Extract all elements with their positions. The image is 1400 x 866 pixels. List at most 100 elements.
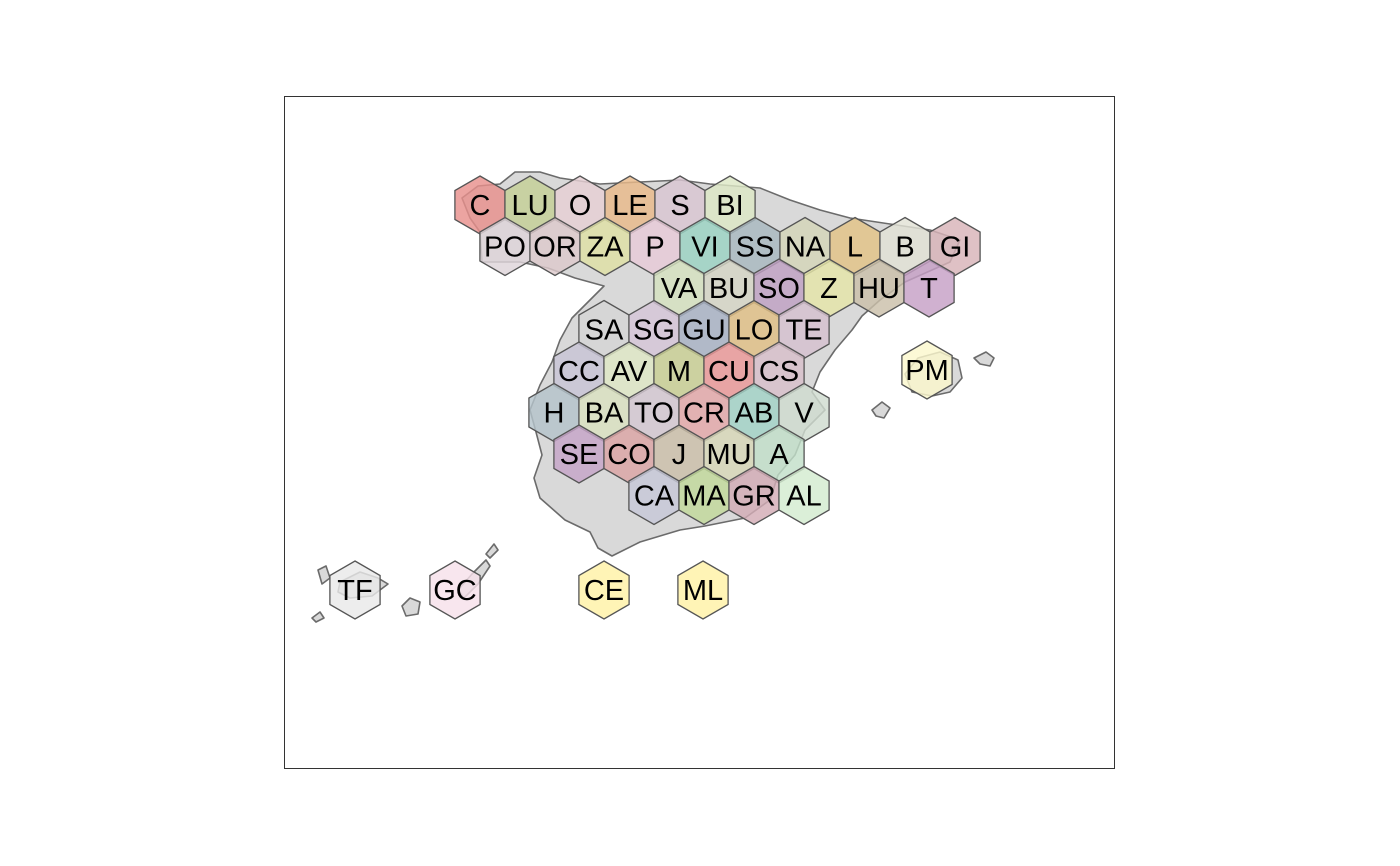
hex-label: CS (759, 356, 799, 388)
hex-cell-tf: TF (329, 560, 381, 620)
hex-label: VA (661, 273, 698, 305)
gran-canaria-shape (401, 597, 421, 617)
hex-cell-za: ZA (579, 216, 631, 277)
hex-cell-bi: BI (704, 175, 756, 235)
hex-cell-po: PO (479, 216, 531, 277)
hex-shape (929, 216, 981, 277)
hex-cell-t: T (903, 258, 955, 318)
hex-label: GR (732, 481, 776, 513)
hex-label: BU (709, 273, 749, 305)
hex-label: S (670, 190, 689, 222)
hex-cell-al: AL (778, 465, 830, 526)
hex-label: LU (511, 190, 548, 222)
hex-cell-ab: AB (728, 382, 780, 443)
hex-cell-sg: SG (628, 299, 680, 360)
hex-label: SO (758, 273, 800, 305)
hex-cell-ca: CA (628, 465, 680, 526)
hex-cell-te: TE (778, 299, 830, 360)
hex-cell-ce: CE (578, 560, 630, 620)
lanzarote-shape (485, 543, 499, 559)
hex-label: CU (708, 356, 750, 388)
hex-label: NA (785, 232, 826, 264)
hex-label: M (667, 356, 691, 388)
hex-label: GU (682, 315, 726, 347)
hex-shape (903, 258, 955, 318)
hex-shape (677, 560, 729, 620)
hex-cell-na: NA (779, 216, 831, 277)
hex-label: MA (682, 481, 726, 513)
hex-label: P (645, 232, 664, 264)
hex-shape (778, 465, 830, 526)
hex-cell-gr: GR (728, 465, 780, 526)
hex-label: A (769, 439, 789, 471)
hex-label: CO (607, 439, 651, 471)
hex-label: BA (585, 398, 624, 430)
hex-cell-va: VA (653, 258, 705, 318)
hex-cell-gi: GI (929, 216, 981, 277)
hex-label: OR (533, 232, 577, 264)
hex-cell-pm: PM (901, 340, 953, 400)
hex-label: CR (683, 398, 725, 430)
hex-label: GC (433, 575, 477, 607)
hex-label: VI (691, 232, 718, 264)
hex-label: MU (706, 439, 751, 471)
hex-label: CC (558, 356, 600, 388)
hex-label: CE (584, 575, 624, 607)
hex-cell-j: J (653, 424, 705, 484)
hex-label: T (920, 273, 938, 305)
hex-cell-hu: HU (853, 258, 905, 318)
hex-label: Z (820, 273, 838, 305)
hex-cell-cc: CC (553, 341, 605, 401)
hex-label: TF (337, 575, 372, 607)
hex-cell-gc: GC (429, 560, 481, 620)
hex-cell-lu: LU (504, 175, 556, 235)
hex-label: B (895, 232, 914, 264)
hex-label: TE (785, 315, 822, 347)
hex-label: TO (634, 398, 674, 430)
hex-cell-or: OR (529, 216, 581, 277)
hex-cell-z: Z (803, 258, 855, 318)
hex-label: LE (612, 190, 647, 222)
hex-cell-co: CO (603, 424, 655, 484)
hex-label: PO (484, 232, 526, 264)
hex-label: C (470, 190, 491, 222)
hex-label: SG (633, 315, 675, 347)
hex-shape (901, 340, 953, 400)
hex-layer: C LU O LE S BI PO OR ZA P VI SS NA L B GI VA BU SO Z HU T SA SG… (329, 175, 981, 620)
hex-shape (429, 560, 481, 620)
hex-label: O (569, 190, 592, 222)
hex-cell-a: A (753, 424, 805, 484)
hex-label: AV (611, 356, 648, 388)
hex-label: L (847, 232, 863, 264)
hex-shape (578, 560, 630, 620)
hex-cell-av: AV (603, 341, 655, 401)
hex-label: SA (585, 315, 624, 347)
hex-label: AL (786, 481, 821, 513)
hex-label: AB (735, 398, 774, 430)
hex-cell-m: M (653, 341, 705, 401)
hex-label: LO (735, 315, 774, 347)
hex-cell-sa: SA (578, 299, 630, 360)
hex-label: H (544, 398, 565, 430)
el-hierro-shape (311, 611, 325, 623)
hex-label: ZA (586, 232, 624, 264)
hex-label: SS (736, 232, 775, 264)
hex-label: GI (940, 232, 971, 264)
hex-cell-ml: ML (677, 560, 729, 620)
hex-label: CA (634, 481, 675, 513)
hex-cell-to: TO (628, 382, 680, 443)
hex-label: SE (560, 439, 599, 471)
hex-label: BI (716, 190, 743, 222)
hex-cell-vi: VI (679, 216, 731, 277)
hex-cell-gu: GU (678, 299, 730, 360)
hex-label: J (672, 439, 687, 471)
hex-shape (329, 560, 381, 620)
hex-cell-ma: MA (678, 465, 730, 526)
ibiza-shape (871, 401, 891, 419)
hex-cell-mu: MU (703, 424, 755, 484)
hex-label: PM (905, 355, 949, 387)
hex-label: ML (683, 575, 723, 607)
hex-cell-so: SO (753, 258, 805, 318)
menorca-shape (973, 351, 995, 367)
